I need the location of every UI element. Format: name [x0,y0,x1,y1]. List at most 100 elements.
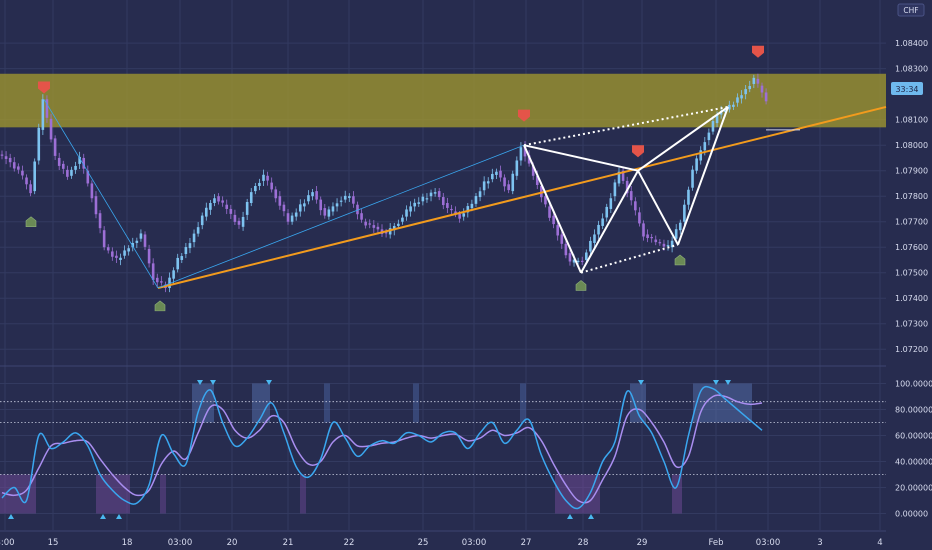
buy-signal-marker [154,300,166,312]
candle-body [327,209,331,217]
candle-body [180,256,184,260]
candle-body [155,277,159,283]
candle-body [352,196,355,204]
candle-body [237,220,241,225]
candle-body [491,173,494,180]
candle-body [82,157,86,169]
candle-body [658,242,662,244]
price-tag-label: 33:34 [895,85,918,94]
signal-markers [25,45,764,312]
candle-body [695,158,698,171]
price-tick-label: 1.07300 [895,320,928,329]
candle-body [41,99,45,130]
candle-body [123,250,126,256]
price-tick-label: 1.07800 [895,192,928,201]
candle-body [119,257,122,260]
candle-body [654,239,658,243]
candle-body [441,197,445,206]
candle-body [53,138,57,156]
candles [0,73,768,293]
candle-body [723,110,727,113]
candle-body [245,201,249,215]
candle-body [143,234,147,247]
candle-body [8,157,12,163]
candle-body [151,263,155,280]
candle-body [674,229,678,239]
candle-body [437,191,441,198]
candle-body [650,237,653,239]
candle-body [74,165,77,170]
candle-body [307,195,310,202]
candle-body [711,121,715,132]
oscillator-axis: 100.00000 80.00000 60.00000 40.00000 20.0000… [895,380,932,519]
candle-body [266,175,269,181]
candle-body [748,86,752,90]
candle-body [172,270,175,279]
candle-body [429,192,433,197]
price-tick-label: 1.08100 [895,116,928,125]
price-tag: 33:34 [891,82,923,95]
time-tick-label: 21 [283,538,294,548]
candle-body [597,224,600,235]
time-tick-label: 29 [637,538,648,548]
candle-body [360,213,363,220]
candle-body [560,234,564,244]
candle-body [286,213,290,222]
candle-body [507,184,510,191]
candle-body [417,202,421,204]
candle-body [527,155,531,164]
candle-body [670,240,674,248]
candle-body [462,213,466,217]
sell-signal-marker [38,81,50,94]
candle-body [282,204,286,212]
candle-body [703,142,707,151]
candle-body [25,177,28,185]
candle-body [17,166,20,170]
candle-body [446,203,449,208]
candle-body [233,214,237,222]
oscillator-cross-marker [713,380,719,385]
candle-body [45,99,49,118]
candle-body [372,225,376,228]
oscillator-cross-marker [197,380,203,385]
candle-body [102,230,106,248]
oscillator-cross-marker [210,380,216,385]
candle-body [499,170,502,178]
candle-body [764,92,768,102]
candle-body [519,147,523,161]
oscillator-tick-label: 60.00000 [895,432,932,441]
candle-body [544,196,547,205]
price-tick-label: 1.07500 [895,269,928,278]
time-tick-label: 3:00 [0,538,15,548]
candle-body [642,223,645,237]
candle-body [572,259,576,263]
candle-body [413,202,416,207]
oscillator-cross-marker [638,380,644,385]
candle-body [4,156,8,159]
oscillator-cross-marker [100,514,106,519]
candle-body [576,260,580,263]
candle-body [57,157,61,166]
candle-body [683,204,686,222]
oscillator-zone-highlight [630,383,646,423]
candle-body [147,248,151,264]
candle-body [450,208,453,211]
candle-body [397,223,400,226]
candle-body [474,196,478,204]
candle-body [205,207,208,217]
buy-signal-marker [25,216,37,228]
candle-body [29,184,32,194]
candle-body [139,233,143,239]
candle-body [12,162,16,169]
price-tick-label: 1.08400 [895,39,928,48]
pattern-leg-bd [637,106,729,172]
candle-body [486,181,490,184]
candle-body [86,170,90,184]
candle-body [535,175,539,185]
time-axis: 3:00 15 18 03:00 20 21 22 25 03:00 27 28 29 Feb 03:00… [0,530,886,548]
candle-body [666,245,670,247]
candle-body [258,182,261,186]
oscillator-tick-label: 20.00000 [895,484,932,493]
candle-body [61,163,65,169]
